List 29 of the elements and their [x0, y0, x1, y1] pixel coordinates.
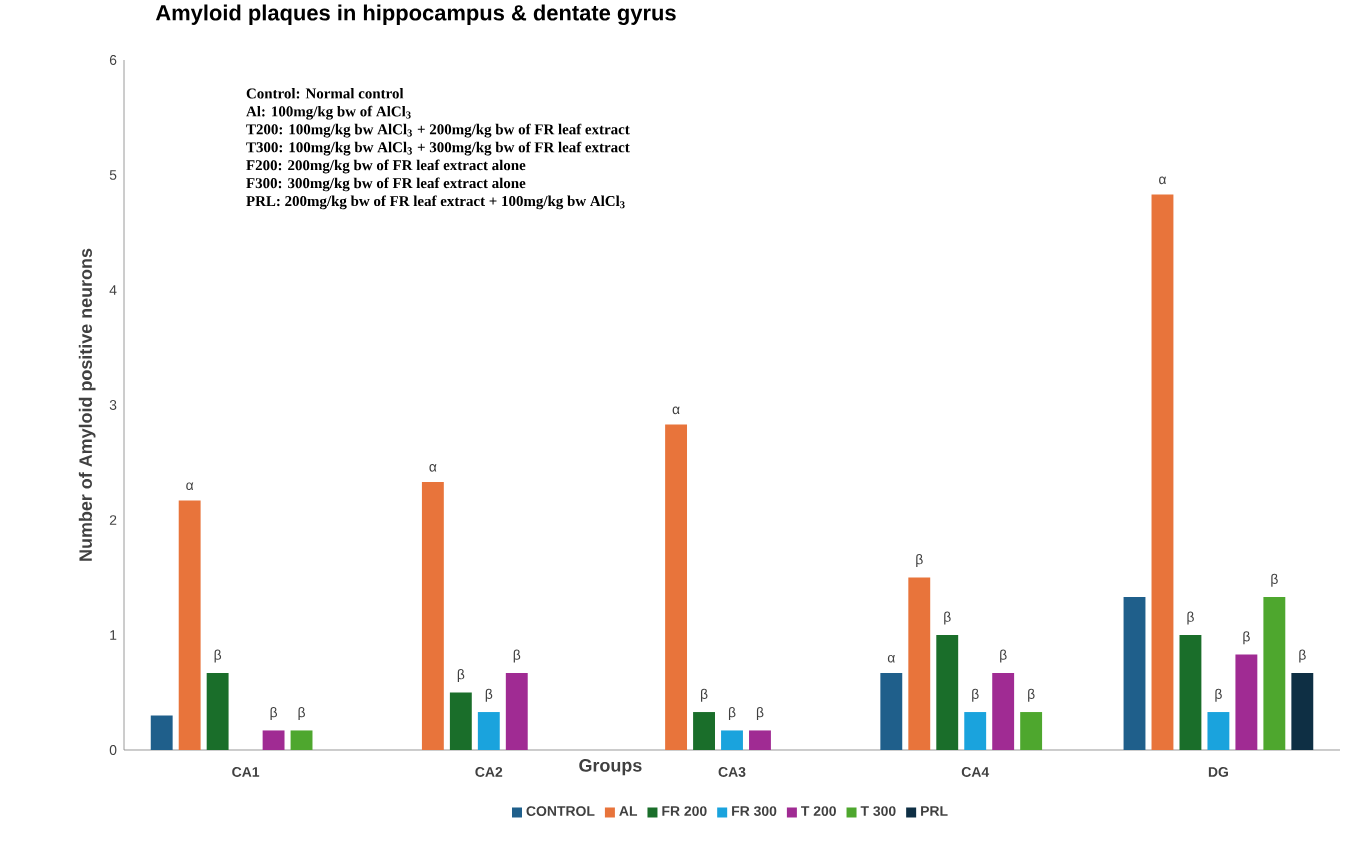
- x-axis-title: Groups: [579, 759, 642, 776]
- bar: [505, 672, 528, 750]
- chart-title: Amyloid plaques in hippocampus & dentate gyrus: [155, 4, 676, 26]
- bar: [1235, 654, 1258, 750]
- bar: [206, 672, 229, 750]
- bar: [1151, 194, 1174, 750]
- bar: [964, 712, 987, 750]
- bar: [1020, 712, 1043, 750]
- bar: [449, 692, 472, 750]
- bar: [1291, 672, 1314, 750]
- bar: [721, 730, 743, 750]
- bar: [1179, 635, 1202, 750]
- bar: [880, 672, 903, 750]
- bar: [477, 712, 500, 750]
- bar: [908, 577, 931, 750]
- y-axis-title: Number of Amyloid positive neurons: [78, 248, 96, 561]
- bar: [262, 730, 285, 750]
- bar: [1207, 712, 1230, 750]
- bar: [1263, 597, 1286, 750]
- bar: [178, 500, 201, 750]
- bar: [936, 635, 959, 750]
- bar: [749, 730, 771, 750]
- bar: [421, 482, 444, 750]
- bar: [150, 715, 173, 750]
- bar: [693, 712, 715, 750]
- bar: [665, 424, 688, 750]
- bar: [992, 672, 1015, 750]
- bar: [290, 730, 313, 750]
- bar: [1123, 597, 1146, 750]
